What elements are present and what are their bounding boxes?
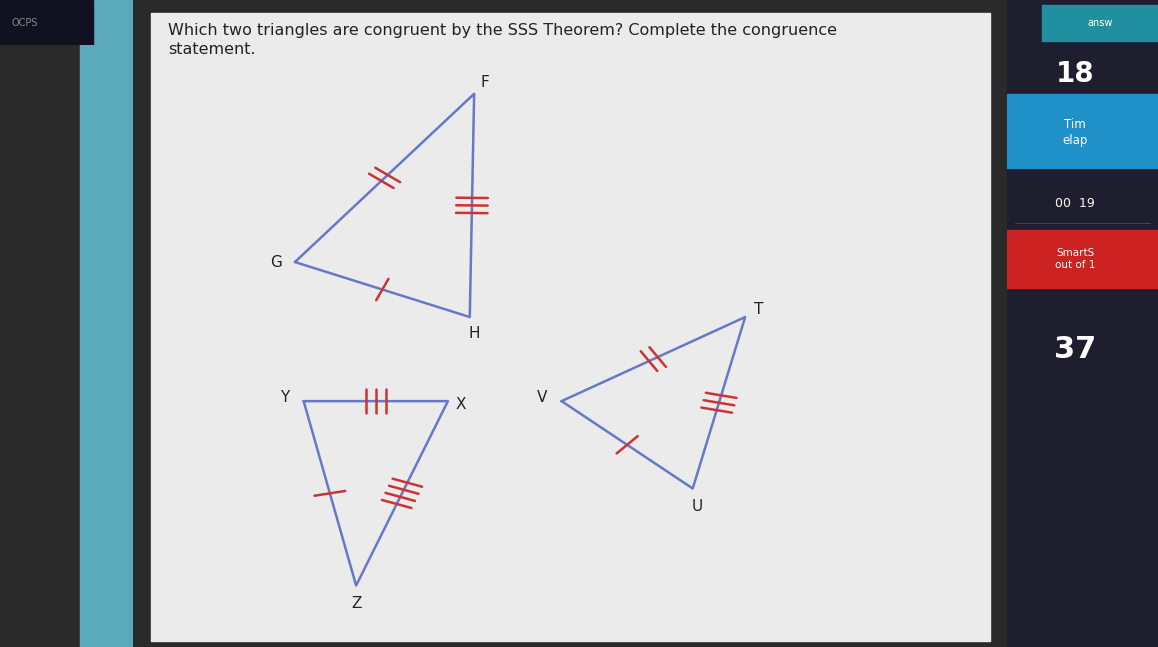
Text: Which two triangles are congruent by the SSS Theorem? Complete the congruence
st: Which two triangles are congruent by the…	[168, 23, 837, 58]
Bar	[1007, 230, 1158, 288]
Bar	[1007, 94, 1158, 168]
Text: 18: 18	[1056, 60, 1094, 89]
Text: 00  19: 00 19	[1055, 197, 1095, 210]
Text: U: U	[691, 499, 703, 514]
Text: answ: answ	[1087, 17, 1113, 28]
Text: SmartS
out of 1: SmartS out of 1	[1055, 248, 1095, 270]
Text: G: G	[270, 254, 281, 270]
Text: H: H	[468, 325, 479, 341]
Bar	[1042, 5, 1158, 41]
Text: OCPS: OCPS	[12, 17, 38, 28]
Text: T: T	[754, 302, 763, 317]
Text: 37: 37	[1054, 335, 1097, 364]
Text: V: V	[537, 390, 548, 406]
Text: Z: Z	[351, 596, 361, 611]
Text: F: F	[481, 74, 489, 90]
Bar	[80, 0, 133, 647]
Text: X: X	[456, 397, 467, 412]
Text: Y: Y	[280, 390, 290, 406]
Bar	[0, 0, 93, 45]
Text: Tim
elap: Tim elap	[1063, 118, 1087, 147]
